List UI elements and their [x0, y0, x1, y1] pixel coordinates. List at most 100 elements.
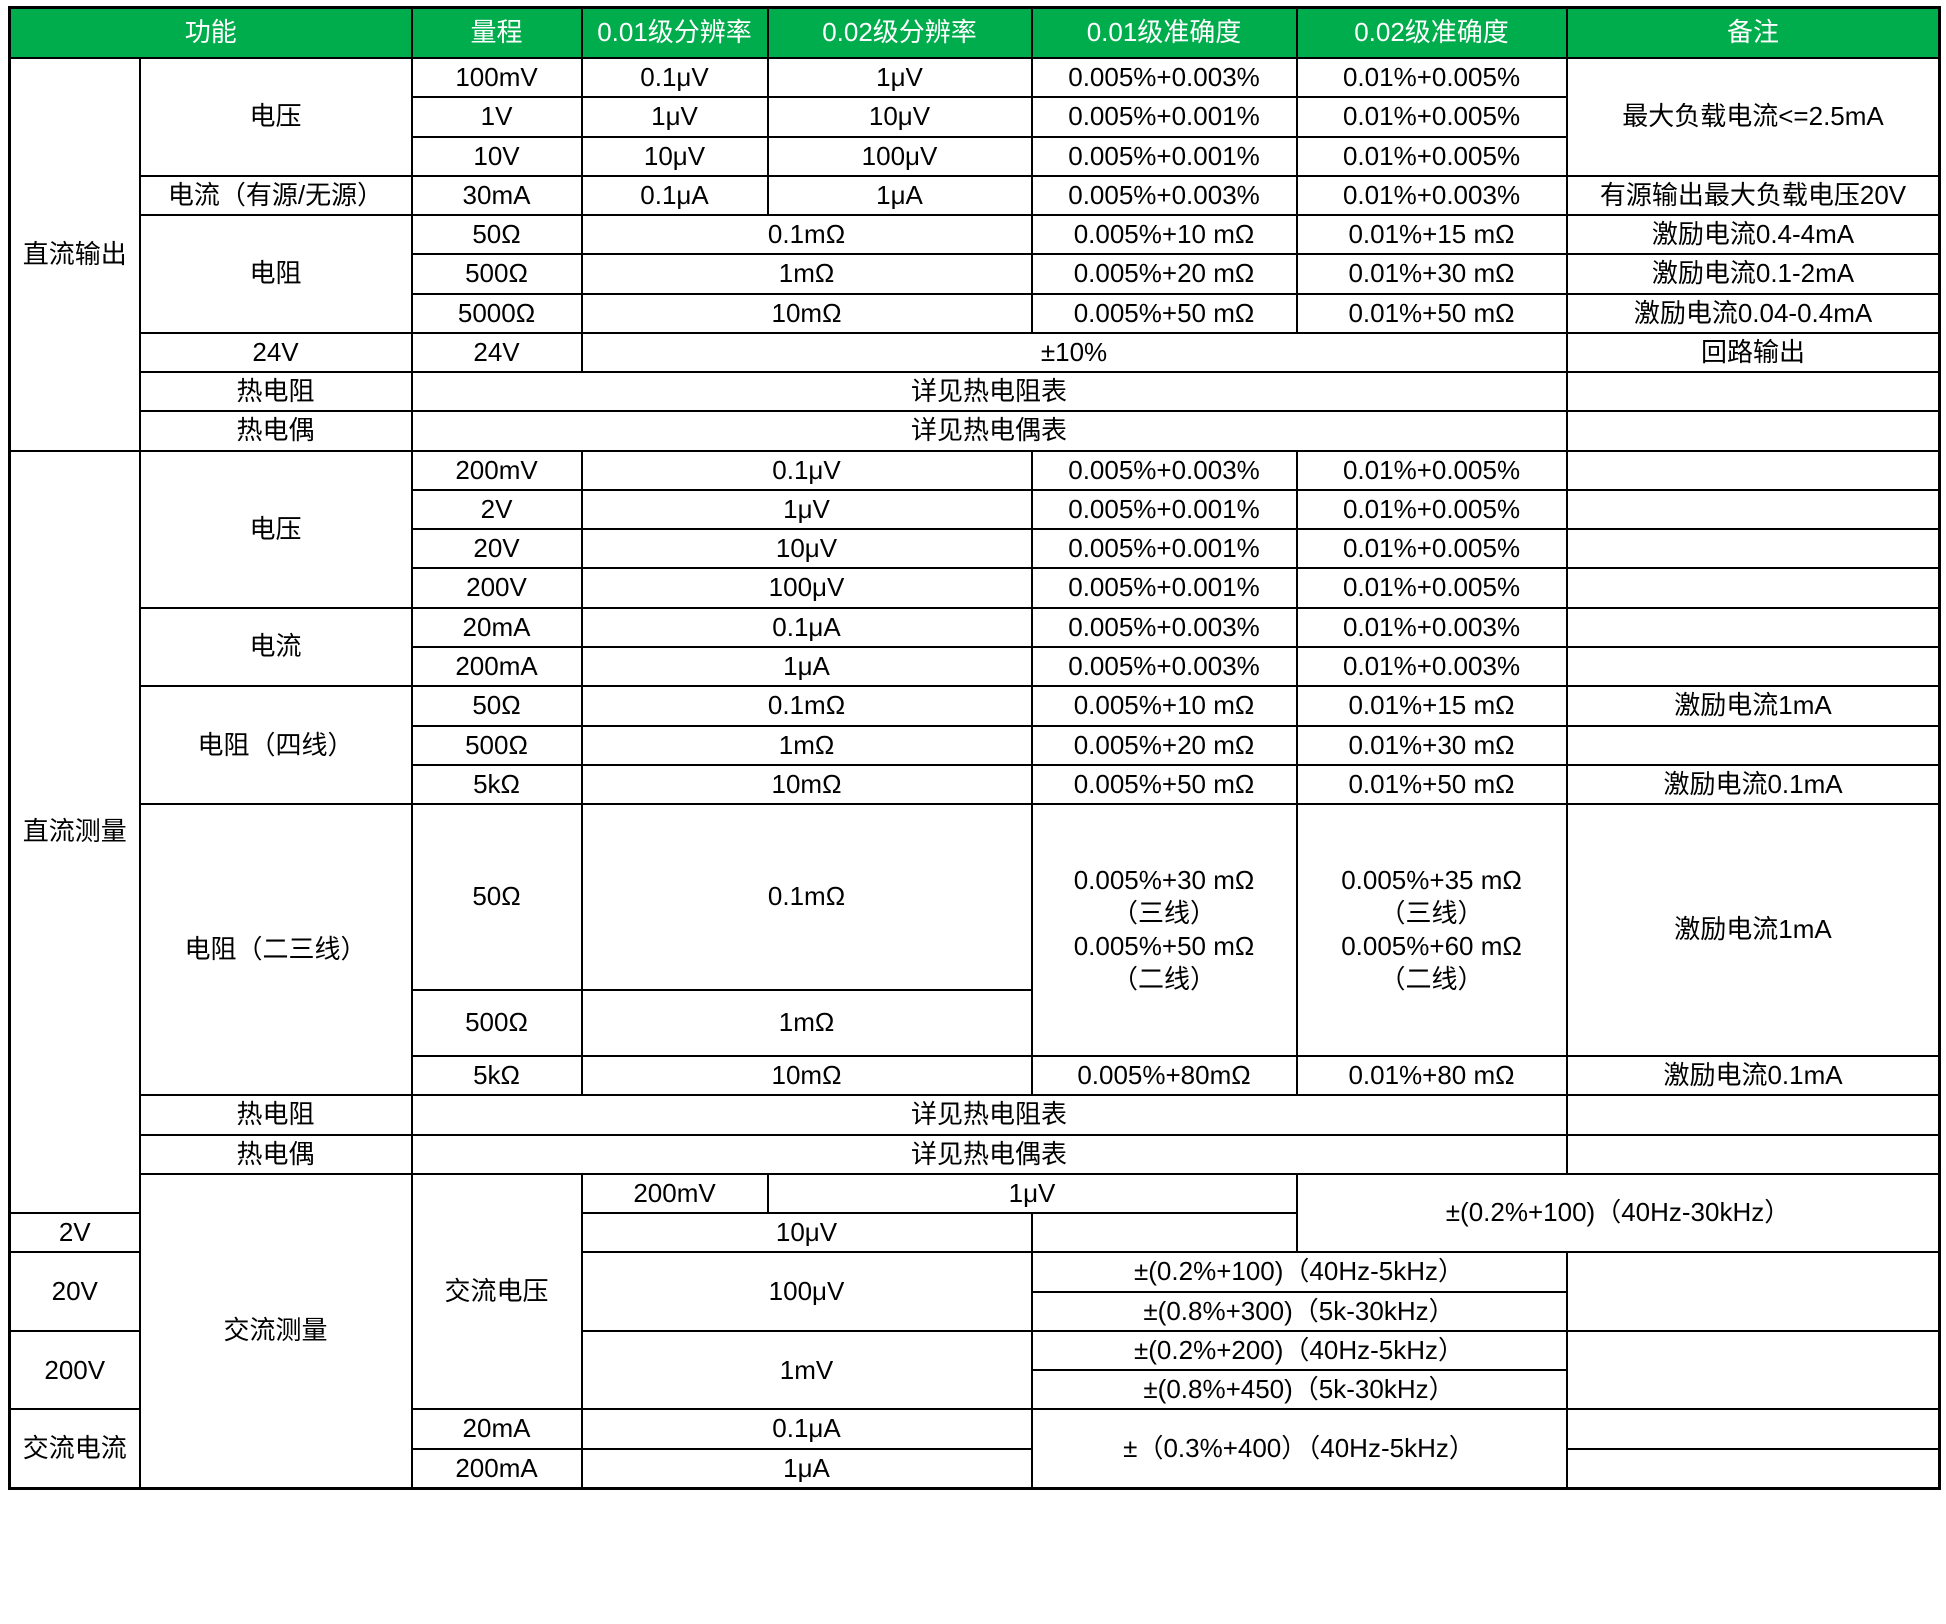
cell-res-001: 10μV	[580, 135, 769, 177]
function-label: 24V	[138, 331, 413, 374]
cell-acc-002: 0.01%+15 mΩ	[1295, 685, 1568, 727]
table-row: 5kΩ 10mΩ 0.005%+50 mΩ 0.01%+50 mΩ 激励电流0.…	[10, 763, 1941, 806]
cell-acc-002: 0.01%+0.005%	[1295, 449, 1568, 491]
cell-range: 200mV	[410, 449, 583, 491]
cell-acc-002: 0.01%+0.005%	[1295, 528, 1568, 570]
cell-remark	[1565, 371, 1941, 413]
cell-remark	[1565, 449, 1941, 491]
table-body: 直流输出 电压 100mV 0.1μV 1μV 0.005%+0.003% 0.…	[8, 56, 1941, 1490]
cell-resolution: 0.1μA	[580, 606, 1033, 648]
table-row: 500Ω 1mΩ 0.005%+20 mΩ 0.01%+30 mΩ 激励电流0.…	[10, 253, 1941, 295]
cell-remark	[1565, 645, 1941, 688]
cell-acc-002: 0.01%+0.005%	[1295, 56, 1568, 99]
cell-acc-001: 0.005%+0.001%	[1030, 96, 1298, 138]
cell-resolution: 10mΩ	[580, 1055, 1033, 1097]
cell-range: 200V	[410, 567, 583, 609]
cell-res-002: 100μV	[766, 135, 1033, 177]
table-row: 电流 20mA 0.1μA 0.005%+0.003% 0.01%+0.003%	[10, 606, 1941, 688]
cell-range: 500Ω	[410, 724, 583, 766]
cell-range: 5kΩ	[410, 763, 583, 806]
cell-acc-002: 0.01%+50 mΩ	[1295, 292, 1568, 334]
cell-acc-002: 0.01%+0.005%	[1295, 567, 1568, 609]
function-label: 交流电流	[8, 1408, 141, 1490]
header-cell-remark: 备注	[1565, 6, 1941, 59]
cell-acc-001: 0.005%+0.001%	[1030, 135, 1298, 177]
function-label: 电阻（二三线）	[138, 803, 413, 1097]
cell-spec-span: 详见热电偶表	[410, 410, 1568, 452]
cell-acc-001: 0.005%+0.003%	[1030, 606, 1298, 648]
function-label: 电压	[138, 449, 413, 609]
cell-spec-span: 详见热电阻表	[410, 371, 1568, 413]
table-row: 直流输出 电压 100mV 0.1μV 1μV 0.005%+0.003% 0.…	[8, 56, 1941, 452]
cell-resolution: 10μV	[580, 528, 1033, 570]
table-row: 500Ω 1mΩ 0.005%+20 mΩ 0.01%+30 mΩ	[10, 724, 1941, 766]
cell-range: 200mV	[580, 1172, 769, 1215]
cell-acc-002: 0.01%+30 mΩ	[1295, 724, 1568, 766]
cell-resolution: 100μV	[580, 1251, 1033, 1332]
cell-acc-001: 0.005%+0.001%	[1030, 567, 1298, 609]
cell-range: 5kΩ	[410, 1055, 583, 1097]
table-row: 电阻（四线） 50Ω 0.1mΩ 0.005%+10 mΩ 0.01%+15 m…	[10, 685, 1941, 806]
specification-table: 功能 量程 0.01级分辨率 0.02级分辨率 0.01级准确度 0.02级准确…	[8, 6, 1942, 1490]
section-label-ac-measure: 交流测量	[138, 1172, 413, 1490]
header-cell-accuracy-002: 0.02级准确度	[1295, 6, 1568, 59]
table-row: 5kΩ 10mΩ 0.005%+80mΩ 0.01%+80 mΩ 激励电流0.1…	[10, 1055, 1941, 1097]
cell-remark: 有源输出最大负载电压20V	[1565, 174, 1941, 217]
cell-resolution: 1μV	[580, 488, 1033, 531]
cell-range: 10V	[410, 135, 583, 177]
cell-remark	[1565, 1447, 1941, 1490]
cell-remark: 激励电流0.1mA	[1565, 1055, 1941, 1097]
table-row: 热电偶 详见热电偶表	[10, 410, 1941, 452]
cell-res-001: 0.1μV	[580, 56, 769, 99]
table-row: 交流测量 交流电压 200mV 1μV ±(0.2%+100)（40Hz-30k…	[10, 1172, 1941, 1490]
cell-range: 500Ω	[410, 989, 583, 1058]
function-label: 电流	[138, 606, 413, 688]
cell-remark	[1030, 1212, 1298, 1254]
cell-resolution: 0.1μA	[580, 1408, 1033, 1450]
cell-resolution: 0.1mΩ	[580, 685, 1033, 727]
cell-acc-001: 0.005%+0.003%	[1030, 449, 1298, 491]
cell-acc-001: 0.005%+10 mΩ	[1030, 214, 1298, 256]
cell-res-002: 1μA	[766, 174, 1033, 217]
table-row: 电阻（二三线） 50Ω 0.1mΩ 0.005%+30 mΩ （三线） 0.005%…	[10, 803, 1941, 1097]
table-row: 电流（有源/无源） 30mA 0.1μA 1μA 0.005%+0.003% 0…	[10, 174, 1941, 217]
cell-res-002: 10μV	[766, 96, 1033, 138]
header-cell-range: 量程	[410, 6, 583, 59]
cell-acc-merged: ±(0.2%+100)（40Hz-30kHz）	[1295, 1172, 1941, 1254]
cell-remark	[1565, 410, 1941, 452]
cell-acc-001: 0.005%+80mΩ	[1030, 1055, 1298, 1097]
header-cell-resolution-002: 0.02级分辨率	[766, 6, 1033, 59]
table-row: 20V 100μV ±(0.2%+100)（40Hz-5kHz）	[8, 1251, 1941, 1332]
cell-remark	[1565, 1094, 1941, 1136]
table-row: 热电阻 详见热电阻表	[10, 1094, 1941, 1136]
cell-remark: 激励电流0.1-2mA	[1565, 253, 1941, 295]
cell-resolution: 0.1μV	[580, 449, 1033, 491]
cell-acc-001: 0.005%+20 mΩ	[1030, 253, 1298, 295]
cell-remark	[1565, 1329, 1941, 1411]
cell-range: 24V	[410, 331, 583, 374]
table-row: 2V 1μV 0.005%+0.001% 0.01%+0.005%	[10, 488, 1941, 531]
table-row: 交流电流 20mA 0.1μA ±（0.3%+400）（40Hz-5kHz）	[8, 1408, 1941, 1490]
cell-acc-merged: ±（0.3%+400）（40Hz-5kHz）	[1030, 1408, 1568, 1490]
cell-remark: 激励电流1mA	[1565, 685, 1941, 727]
function-label: 交流电压	[410, 1172, 583, 1411]
header-cell-accuracy-001: 0.01级准确度	[1030, 6, 1298, 59]
cell-remark: 激励电流0.04-0.4mA	[1565, 292, 1941, 334]
cell-range: 5000Ω	[410, 292, 583, 334]
cell-remark	[1565, 724, 1941, 766]
cell-acc-band-a: ±(0.2%+200)（40Hz-5kHz）	[1030, 1329, 1568, 1372]
cell-range: 500Ω	[410, 253, 583, 295]
table-row: 直流测量 电压 200mV 0.1μV 0.005%+0.003% 0.01%+…	[8, 449, 1941, 1215]
cell-range: 200V	[8, 1329, 141, 1411]
cell-res-001: 1μV	[580, 96, 769, 138]
cell-acc-002: 0.01%+0.003%	[1295, 174, 1568, 217]
section-label-dc-output: 直流输出	[8, 57, 141, 452]
cell-resolution: 1μV	[766, 1172, 1298, 1215]
cell-acc-001: 0.005%+20 mΩ	[1030, 724, 1298, 766]
cell-range: 50Ω	[410, 803, 583, 992]
cell-resolution: 1μA	[580, 645, 1033, 688]
cell-range: 50Ω	[410, 214, 583, 256]
cell-remark: 最大负载电流<=2.5mA	[1565, 57, 1941, 177]
section-label-dc-measure: 直流测量	[8, 449, 141, 1215]
